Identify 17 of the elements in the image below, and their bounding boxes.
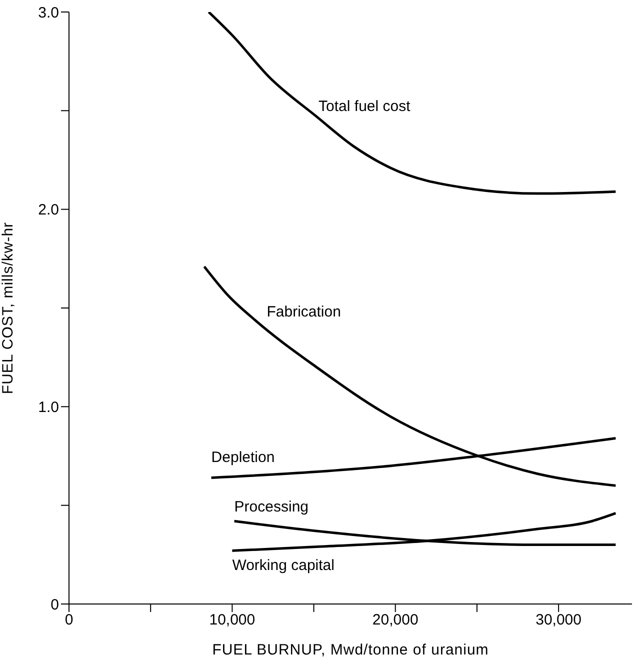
- x-tick-label: 20,000: [372, 612, 418, 629]
- series-label: Total fuel cost: [318, 98, 412, 116]
- y-tick-label: 2.0: [38, 202, 59, 219]
- series-label: Working capital: [232, 557, 334, 574]
- x-tick-label: 10,000: [209, 612, 256, 629]
- series-label: Fabrication: [266, 304, 341, 321]
- y-tick-label: 1.0: [38, 398, 59, 416]
- line-series: [207, 12, 617, 195]
- line-series: [203, 265, 617, 487]
- y-axis-title: FUEL COST, mills/kw-hr: [0, 222, 16, 394]
- series-label: Depletion: [211, 449, 275, 466]
- x-tick-label: 0: [64, 612, 74, 629]
- y-tick-label: 0: [50, 596, 59, 614]
- series-label: Processing: [234, 498, 309, 516]
- x-axis-title: FUEL BURNUP, Mwd/tonne of uranium: [212, 642, 489, 659]
- y-tick-label: 3.0: [38, 4, 59, 22]
- x-tick-label: 30,000: [536, 612, 582, 629]
